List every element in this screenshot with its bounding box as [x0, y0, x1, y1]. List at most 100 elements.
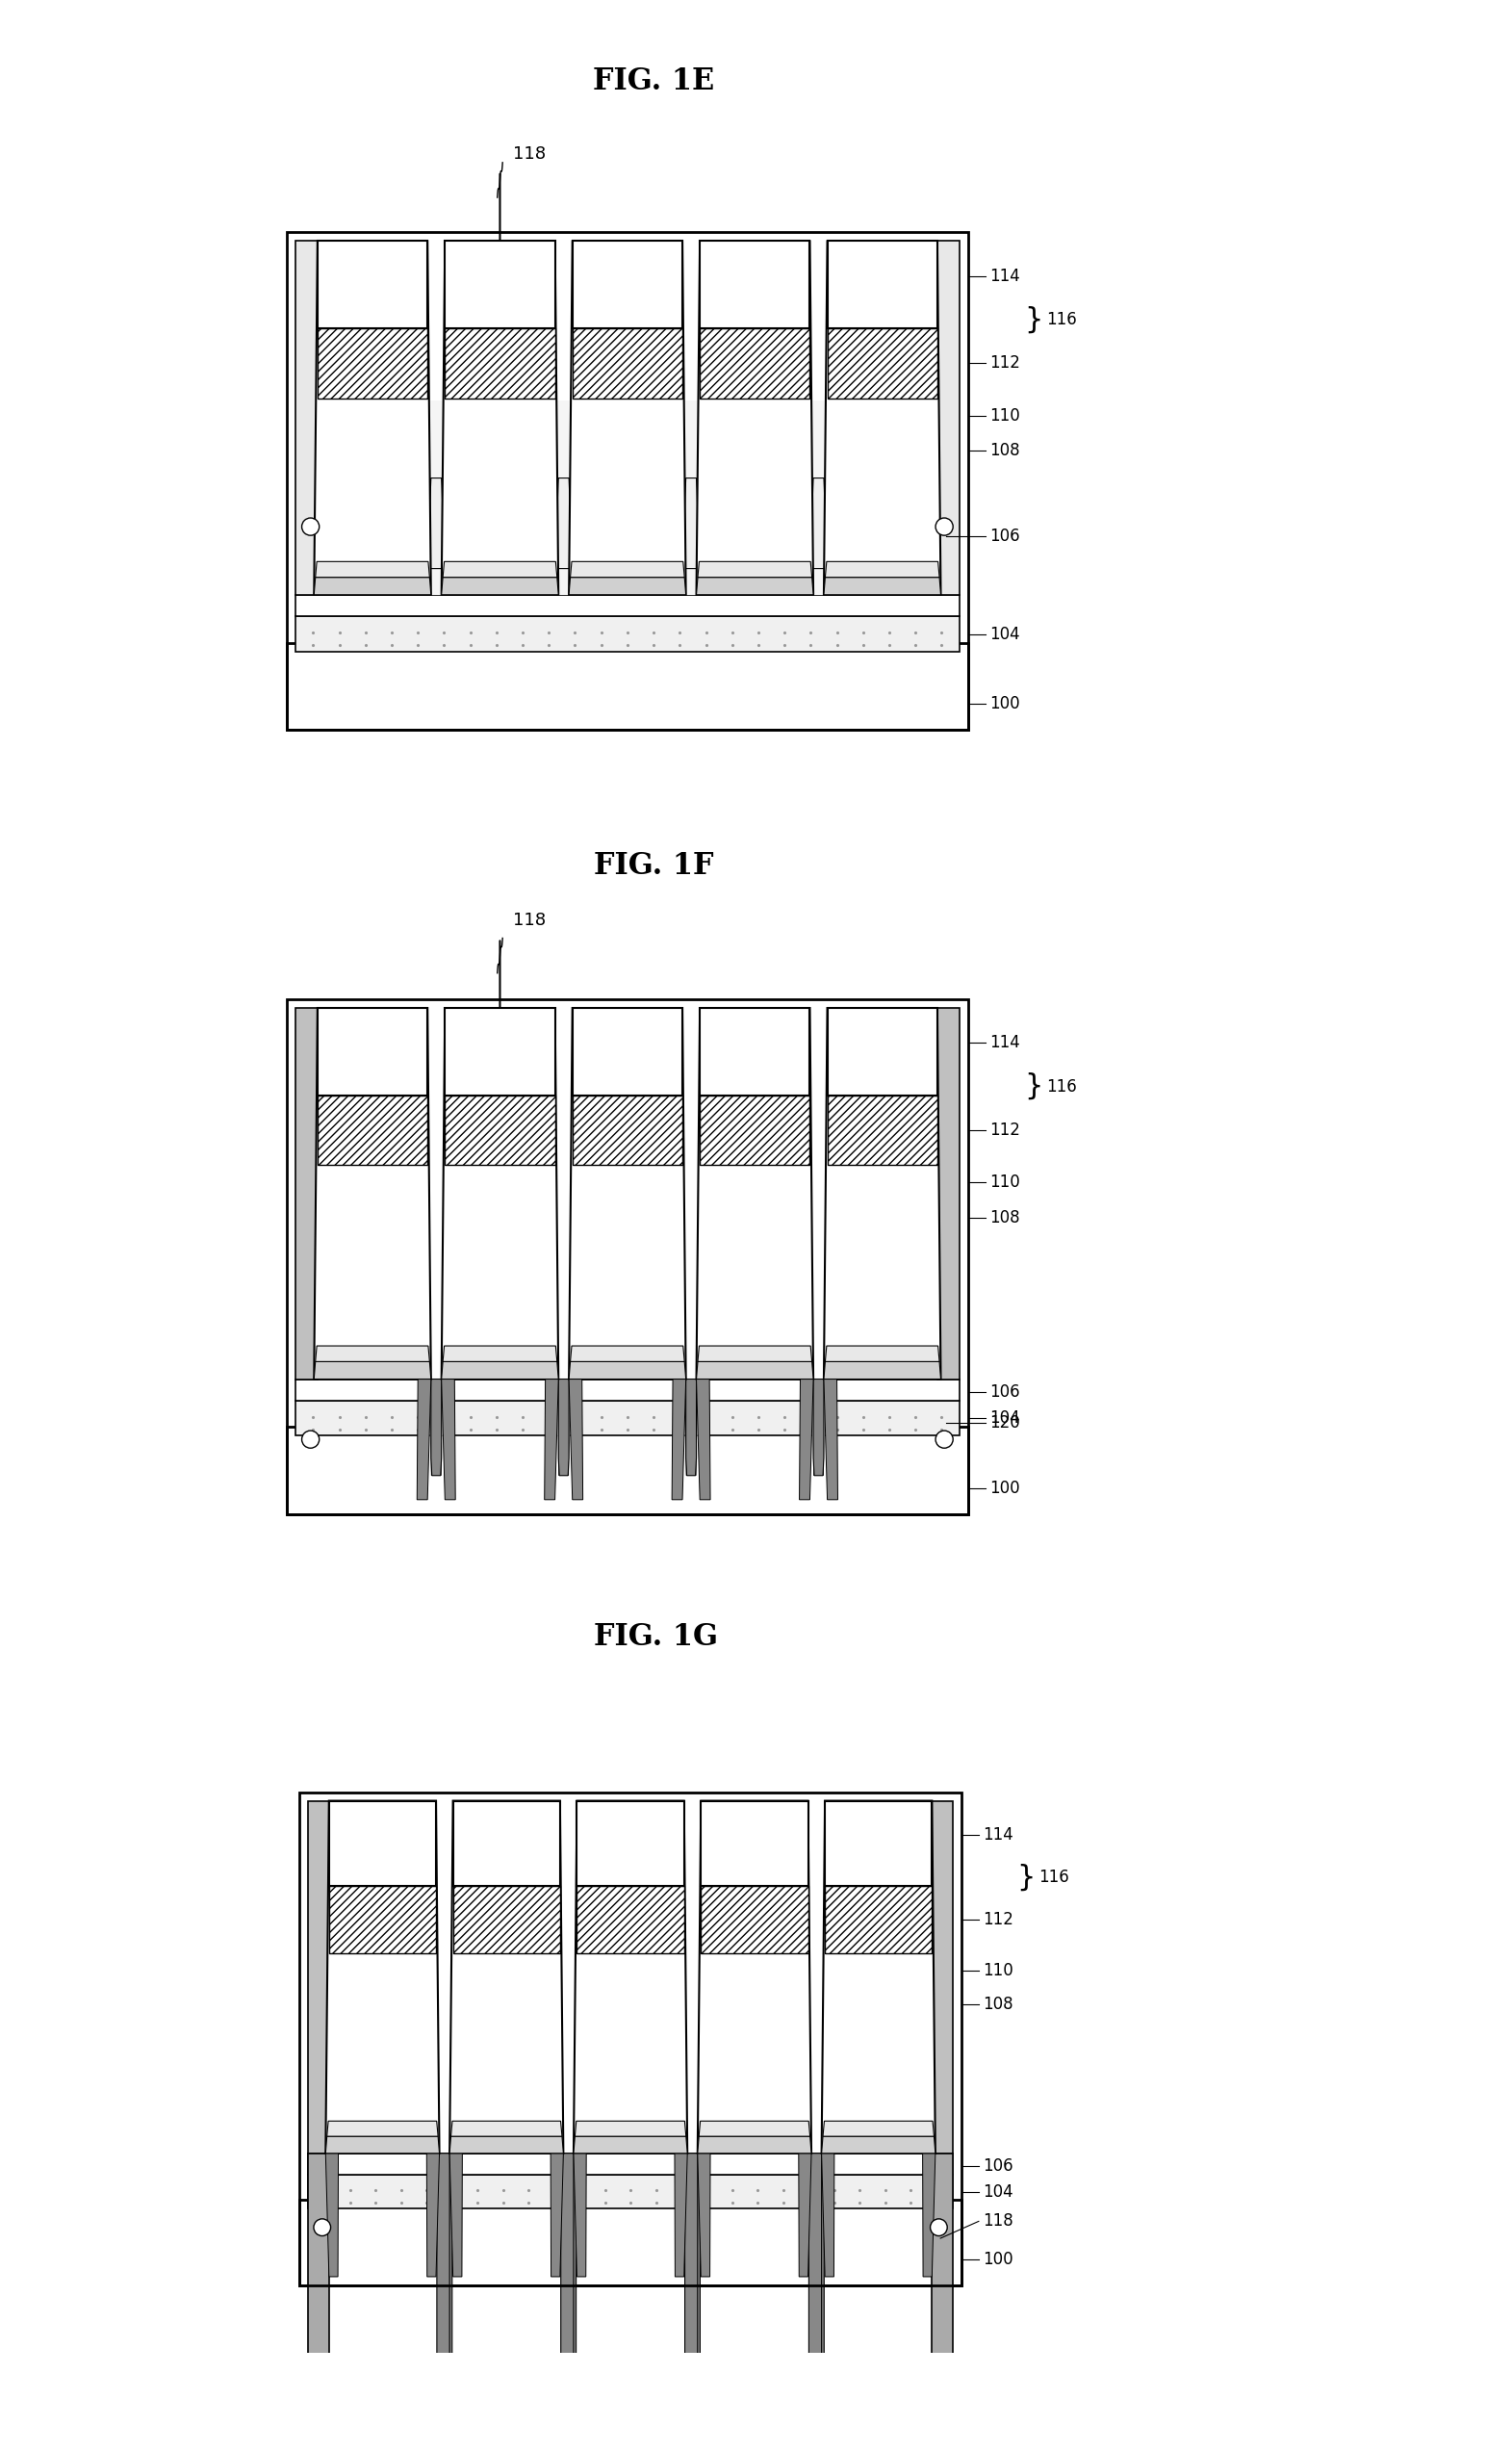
Bar — [445, 240, 555, 328]
Polygon shape — [555, 478, 573, 569]
Polygon shape — [569, 1007, 686, 1380]
Polygon shape — [575, 2120, 686, 2137]
Polygon shape — [547, 1380, 579, 1458]
Text: 108: 108 — [990, 1208, 1021, 1226]
Polygon shape — [699, 2120, 810, 2137]
Polygon shape — [573, 328, 682, 397]
Polygon shape — [697, 1007, 813, 1380]
Text: 116: 116 — [1039, 1868, 1069, 1885]
Bar — [318, 400, 937, 596]
Polygon shape — [564, 2154, 576, 2400]
Polygon shape — [443, 561, 556, 578]
Polygon shape — [826, 1346, 939, 1363]
Bar — [702, 1801, 807, 1885]
Polygon shape — [800, 1380, 813, 1500]
Bar — [454, 1801, 559, 1885]
Polygon shape — [314, 1363, 431, 1380]
Polygon shape — [702, 1885, 807, 1953]
Polygon shape — [330, 1885, 435, 1953]
Polygon shape — [316, 561, 429, 578]
Polygon shape — [810, 478, 827, 569]
Bar — [287, 233, 968, 730]
Text: 110: 110 — [990, 407, 1021, 424]
Polygon shape — [697, 578, 813, 596]
Circle shape — [936, 517, 953, 534]
Polygon shape — [803, 1380, 835, 1458]
Polygon shape — [821, 2154, 835, 2277]
Polygon shape — [325, 1801, 440, 2154]
Polygon shape — [573, 2137, 688, 2154]
Text: 106: 106 — [990, 1382, 1021, 1402]
Polygon shape — [688, 2154, 700, 2400]
Bar — [296, 240, 318, 596]
Bar — [700, 240, 810, 328]
Polygon shape — [827, 328, 937, 397]
Polygon shape — [316, 1346, 429, 1363]
Bar — [296, 1402, 959, 1436]
Text: 116: 116 — [1046, 1078, 1077, 1096]
Bar — [287, 1000, 968, 1515]
Text: 104: 104 — [990, 1409, 1021, 1426]
Polygon shape — [827, 1096, 937, 1164]
Text: 118: 118 — [513, 145, 546, 162]
Text: 100: 100 — [990, 1480, 1021, 1498]
Polygon shape — [697, 2154, 711, 2277]
Bar — [308, 2174, 953, 2208]
Bar — [296, 1007, 318, 1380]
Bar — [931, 2154, 953, 2400]
Bar — [564, 2387, 573, 2400]
Text: 112: 112 — [983, 1912, 1013, 1929]
Bar — [299, 1792, 962, 2284]
Polygon shape — [686, 1380, 697, 1476]
Polygon shape — [442, 240, 558, 596]
Text: FIG. 1F: FIG. 1F — [594, 850, 714, 880]
Polygon shape — [451, 2120, 562, 2137]
Polygon shape — [314, 578, 431, 596]
Polygon shape — [573, 1096, 682, 1164]
Polygon shape — [428, 478, 445, 569]
Polygon shape — [314, 240, 431, 596]
Polygon shape — [823, 2120, 934, 2137]
Polygon shape — [443, 1346, 556, 1363]
Polygon shape — [550, 2154, 564, 2277]
Text: 112: 112 — [990, 355, 1021, 373]
Text: FIG. 1E: FIG. 1E — [593, 66, 714, 96]
Bar — [561, 2154, 576, 2387]
Bar — [296, 1380, 959, 1402]
Polygon shape — [697, 1346, 812, 1363]
Bar — [931, 1801, 953, 2154]
Bar — [296, 618, 959, 652]
Text: 108: 108 — [983, 1995, 1013, 2012]
Text: 116: 116 — [1046, 311, 1077, 328]
Text: 110: 110 — [990, 1174, 1021, 1191]
Circle shape — [930, 2218, 947, 2235]
Bar — [688, 2387, 697, 2400]
Text: 112: 112 — [990, 1123, 1021, 1140]
Polygon shape — [697, 2137, 812, 2154]
Circle shape — [936, 1431, 953, 1449]
Polygon shape — [569, 1380, 584, 1500]
Polygon shape — [573, 1801, 688, 2154]
Polygon shape — [445, 328, 555, 397]
Text: 104: 104 — [990, 625, 1021, 642]
Polygon shape — [824, 578, 940, 596]
Text: 106: 106 — [983, 2157, 1013, 2174]
Polygon shape — [454, 1885, 559, 1953]
Polygon shape — [325, 2154, 339, 2277]
Polygon shape — [569, 1363, 686, 1380]
Polygon shape — [697, 1801, 812, 2154]
Bar — [809, 2154, 824, 2387]
Polygon shape — [676, 1380, 706, 1458]
Text: 110: 110 — [983, 1961, 1013, 1980]
Polygon shape — [569, 578, 686, 596]
Bar — [318, 240, 428, 328]
Text: }: } — [1018, 1863, 1036, 1892]
Circle shape — [302, 517, 319, 534]
Bar — [299, 2201, 962, 2284]
Bar — [287, 1426, 968, 1515]
Circle shape — [302, 1431, 319, 1449]
Polygon shape — [671, 1380, 686, 1500]
Bar — [440, 2387, 449, 2400]
Bar — [937, 240, 959, 596]
Circle shape — [313, 2218, 331, 2235]
